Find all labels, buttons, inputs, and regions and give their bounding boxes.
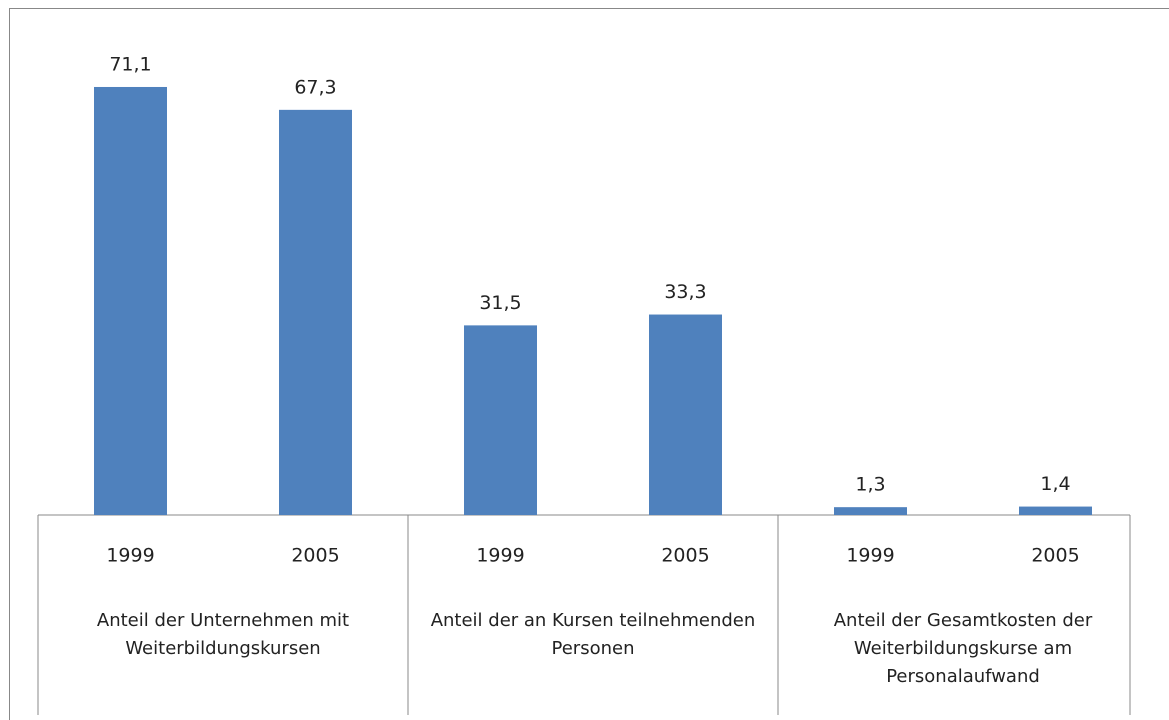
x-tick-label: 2005 [291, 545, 339, 567]
data-label: 31,5 [479, 292, 521, 314]
bar [464, 325, 537, 515]
data-label: 67,3 [294, 76, 336, 98]
x-tick-label: 1999 [106, 545, 154, 567]
bar [94, 86, 167, 515]
group-label: Anteil der Unternehmen mit Weiterbildung… [96, 610, 350, 659]
data-label: 1,4 [1040, 473, 1070, 495]
x-tick-label: 1999 [846, 545, 894, 567]
data-label: 33,3 [664, 281, 706, 303]
group-label: Anteil der Gesamtkosten der Weiterbildun… [833, 610, 1093, 687]
bar [279, 109, 352, 515]
bar [1019, 506, 1092, 515]
data-label: 1,3 [855, 474, 885, 496]
chart-frame [9, 8, 1169, 720]
group-label: Anteil der an Kursen teilnehmenden Perso… [430, 610, 756, 659]
x-tick-label: 2005 [661, 545, 709, 567]
x-tick-label: 2005 [1031, 545, 1079, 567]
data-label: 71,1 [109, 53, 151, 75]
bar [649, 314, 722, 515]
bar [834, 507, 907, 515]
x-tick-label: 1999 [476, 545, 524, 567]
